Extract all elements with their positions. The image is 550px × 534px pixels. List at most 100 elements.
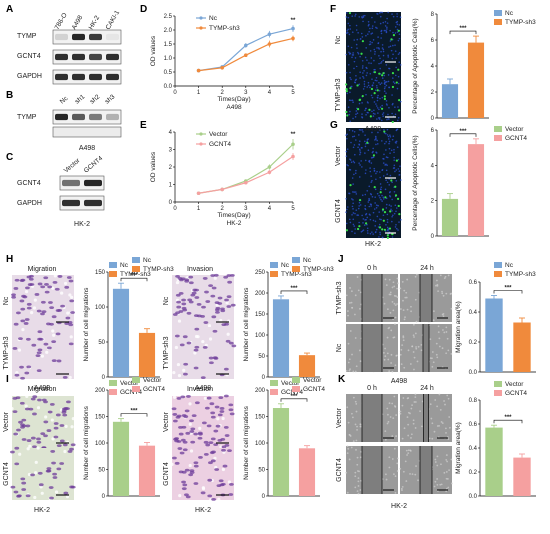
nucleus-dot: [359, 150, 361, 152]
nucleus-dot: [368, 185, 371, 188]
nucleus-dot: [392, 44, 394, 47]
cell-speck: [395, 435, 397, 437]
stained-cell: [210, 274, 216, 277]
legend-swatch: [132, 266, 140, 272]
membrane-pore: [65, 495, 70, 499]
nucleus-dot: [359, 77, 361, 79]
nucleus-dot: [393, 156, 395, 159]
apoptotic-dot: [358, 225, 361, 228]
nucleus-dot: [376, 86, 378, 89]
cell-speck: [414, 396, 417, 399]
nucleus-dot: [364, 159, 367, 162]
nucleus-dot: [354, 191, 357, 193]
stained-cell: [212, 356, 218, 360]
membrane-pore: [221, 416, 225, 421]
nucleus-dot: [368, 199, 370, 202]
cell-speck: [391, 370, 394, 373]
cell-speck: [386, 352, 389, 355]
stained-cell: [30, 473, 35, 477]
panel-letter: G: [330, 120, 338, 131]
nucleus-dot: [385, 223, 387, 226]
stained-cell: [17, 494, 22, 498]
y-tick-label: 250: [255, 270, 266, 276]
nucleus-dot: [352, 135, 354, 138]
nucleus-dot: [349, 71, 351, 74]
nucleus-dot: [391, 13, 393, 15]
cell-speck: [390, 329, 393, 332]
nucleus-dot: [345, 16, 348, 18]
nucleus-dot: [366, 59, 368, 61]
stained-cell: [21, 481, 27, 485]
membrane-pore: [208, 337, 213, 341]
cell-speck: [435, 353, 438, 356]
nucleus-dot: [383, 87, 386, 90]
cell-speck: [402, 309, 405, 311]
legend-entry: TYMP-sh3: [143, 266, 174, 273]
stained-cell: [179, 278, 184, 282]
nucleus-dot: [361, 113, 363, 115]
nucleus-dot: [391, 57, 394, 60]
panel-letter: K: [338, 374, 346, 385]
nucleus-dot: [369, 203, 372, 206]
cell-speck: [450, 482, 453, 485]
cell-speck: [405, 480, 408, 482]
nucleus-dot: [371, 16, 373, 19]
panel-letter: D: [140, 4, 147, 15]
blot-band: [89, 53, 102, 61]
legend-marker: [199, 16, 203, 20]
membrane-pore: [213, 456, 217, 460]
nucleus-dot: [355, 193, 358, 195]
legend-swatch: [132, 257, 140, 263]
nucleus-dot: [399, 16, 402, 19]
cell-speck: [399, 467, 402, 470]
nucleus-dot: [365, 142, 367, 145]
nucleus-dot: [397, 106, 399, 108]
cell-speck: [351, 306, 353, 309]
cell-speck: [411, 345, 414, 348]
apoptotic-dot: [349, 184, 352, 187]
significance-bracket: [120, 413, 148, 417]
nucleus-dot: [392, 31, 394, 34]
nucleus-dot: [389, 152, 391, 154]
cell-speck: [386, 336, 389, 339]
nucleus-dot: [368, 43, 371, 46]
x-tick-label: 0: [173, 206, 177, 212]
wound-gap: [362, 394, 382, 442]
cell-speck: [448, 469, 450, 471]
nucleus-dot: [395, 66, 397, 69]
nucleus-dot: [370, 175, 372, 178]
nucleus-dot: [396, 146, 399, 149]
nucleus-dot: [387, 56, 390, 58]
x-tick-label: 3: [244, 206, 248, 212]
nucleus-dot: [389, 174, 392, 177]
stained-cell: [56, 444, 62, 448]
cell-speck: [446, 478, 449, 480]
stained-cell: [19, 365, 24, 369]
stained-cell: [18, 420, 23, 424]
stained-cell: [51, 340, 57, 344]
membrane-pore: [21, 328, 25, 332]
nucleus-dot: [345, 211, 347, 213]
cell-speck: [445, 471, 448, 473]
stained-cell: [19, 401, 25, 405]
nucleus-dot: [397, 75, 400, 78]
membrane-pore: [17, 348, 22, 352]
stained-cell: [20, 307, 26, 311]
y-tick-label: 200: [255, 291, 266, 297]
cell-speck: [356, 425, 358, 428]
nucleus-dot: [374, 220, 377, 223]
nucleus-dot: [379, 67, 382, 70]
stained-cell: [10, 485, 16, 489]
nucleus-dot: [357, 32, 359, 34]
nucleus-dot: [372, 115, 375, 117]
nucleus-dot: [381, 44, 384, 46]
stained-cell: [217, 438, 223, 442]
cell-speck: [412, 334, 415, 337]
nucleus-dot: [391, 138, 394, 141]
stained-cell: [48, 301, 53, 304]
stained-cell: [215, 310, 220, 314]
cell-speck: [415, 346, 417, 348]
cell-speck: [354, 370, 357, 373]
blot-band: [106, 113, 119, 121]
